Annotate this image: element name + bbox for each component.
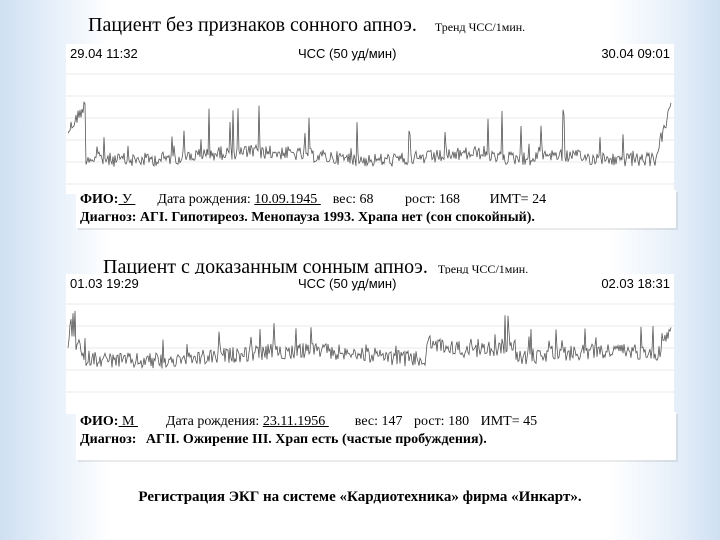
bottom-chart-start-time: 01.03 19:29 [70, 276, 139, 291]
bottom-hr-trend-chart: 01.03 19:29 ЧСС (50 уд/мин) 02.03 18:31 [66, 274, 674, 414]
top-height: рост: 168 [404, 192, 461, 207]
bottom-weight: вес: 147 [354, 414, 403, 429]
top-diagnosis-text: Диагноз: АГI. Гипотиреоз. Менопауза 1993… [80, 210, 535, 225]
top-chart-end-time: 30.04 09:01 [601, 46, 670, 61]
top-patient-line1: ФИО: У Дата рождения: 10.09.1945 вес: 68… [80, 191, 672, 209]
bottom-dob-value: 23.11.1956 [262, 414, 329, 429]
bottom-dob-label: Дата рождения: [165, 414, 260, 429]
bottom-title: Пациент с доказанным сонным апноэ. Тренд… [103, 256, 528, 279]
top-weight: вес: 68 [332, 192, 374, 207]
hr-trace-line [67, 310, 672, 369]
bottom-fio-value: М [118, 414, 138, 429]
footer-caption: Регистрация ЭКГ на системе «Кардиотехник… [138, 489, 582, 505]
bottom-diagnosis-text: АГII. Ожирение III. Храп есть (частые пр… [145, 432, 487, 447]
top-bmi: ИМТ= 24 [489, 192, 547, 207]
top-diagnosis: Диагноз: АГI. Гипотиреоз. Менопауза 1993… [80, 209, 672, 227]
hr-trace-line [67, 100, 672, 168]
top-title: Пациент без признаков сонного апноэ. Тре… [88, 14, 525, 37]
bottom-diagnosis-label: Диагноз: [80, 432, 137, 447]
top-chart-scale-label: ЧСС (50 уд/мин) [298, 46, 397, 61]
top-patient-info: ФИО: У Дата рождения: 10.09.1945 вес: 68… [76, 190, 676, 228]
top-hr-trend-chart: 29.04 11:32 ЧСС (50 уд/мин) 30.04 09:01 [66, 44, 674, 194]
bottom-height: рост: 180 [414, 414, 470, 429]
bottom-chart-scale-label: ЧСС (50 уд/мин) [298, 276, 397, 291]
bottom-fio-label: ФИО: [80, 414, 119, 429]
bottom-title-text: Пациент с доказанным сонным апноэ. [103, 256, 428, 278]
top-dob-value: 10.09.1945 [254, 192, 321, 207]
top-fio-label: ФИО: [80, 192, 119, 207]
bottom-bmi: ИМТ= 45 [480, 414, 538, 429]
bottom-hr-trend-plot [66, 303, 674, 393]
bottom-patient-line1: ФИО: М Дата рождения: 23.11.1956 вес: 14… [80, 413, 672, 431]
top-dob-label: Дата рождения: [157, 192, 251, 207]
bottom-trend-label: Тренд ЧСС/1мин. [437, 262, 529, 276]
top-hr-trend-plot [66, 73, 674, 185]
bottom-chart-end-time: 02.03 18:31 [601, 276, 670, 291]
bottom-patient-info: ФИО: М Дата рождения: 23.11.1956 вес: 14… [76, 412, 676, 460]
bottom-diagnosis: Диагноз: АГII. Ожирение III. Храп есть (… [80, 431, 672, 449]
top-title-text: Пациент без признаков сонного апноэ. [88, 14, 417, 36]
top-fio-value: У [118, 192, 136, 207]
top-chart-start-time: 29.04 11:32 [70, 46, 138, 61]
top-trend-label: Тренд ЧСС/1мин. [434, 20, 526, 34]
